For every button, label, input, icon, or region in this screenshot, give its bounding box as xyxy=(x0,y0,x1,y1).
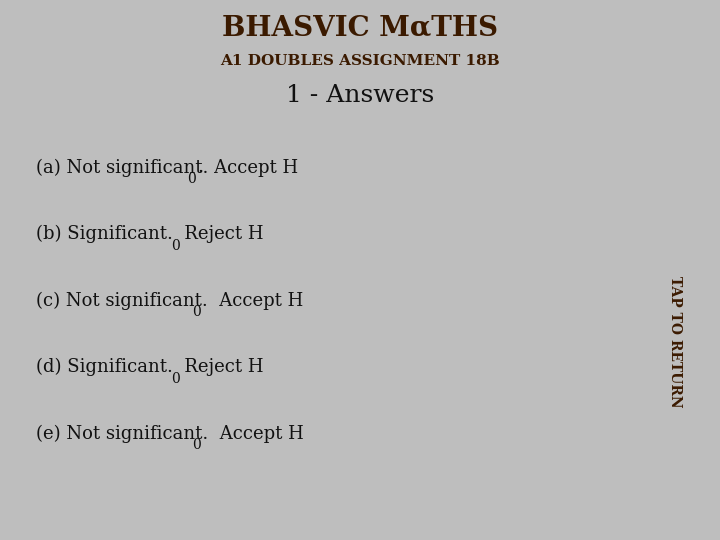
Text: A1 DOUBLES ASSIGNMENT 18B: A1 DOUBLES ASSIGNMENT 18B xyxy=(220,54,500,68)
Text: (e) Not significant.  Accept H: (e) Not significant. Accept H xyxy=(36,424,304,443)
Text: 0: 0 xyxy=(187,172,196,186)
Text: (d) Significant.  Reject H: (d) Significant. Reject H xyxy=(36,358,264,376)
Text: (b) Significant.  Reject H: (b) Significant. Reject H xyxy=(36,225,264,243)
Text: (c) Not significant.  Accept H: (c) Not significant. Accept H xyxy=(36,292,303,309)
Text: TAP TO RETURN: TAP TO RETURN xyxy=(668,276,682,408)
Text: BHASVIC MαTHS: BHASVIC MαTHS xyxy=(222,14,498,41)
Text: 0: 0 xyxy=(192,305,201,319)
Text: (a) Not significant. Accept H: (a) Not significant. Accept H xyxy=(36,158,298,177)
Text: 1 - Answers: 1 - Answers xyxy=(286,84,434,107)
Text: 0: 0 xyxy=(171,372,180,386)
Text: 0: 0 xyxy=(192,438,201,452)
Text: .: . xyxy=(197,158,203,177)
Text: 0: 0 xyxy=(171,239,180,253)
